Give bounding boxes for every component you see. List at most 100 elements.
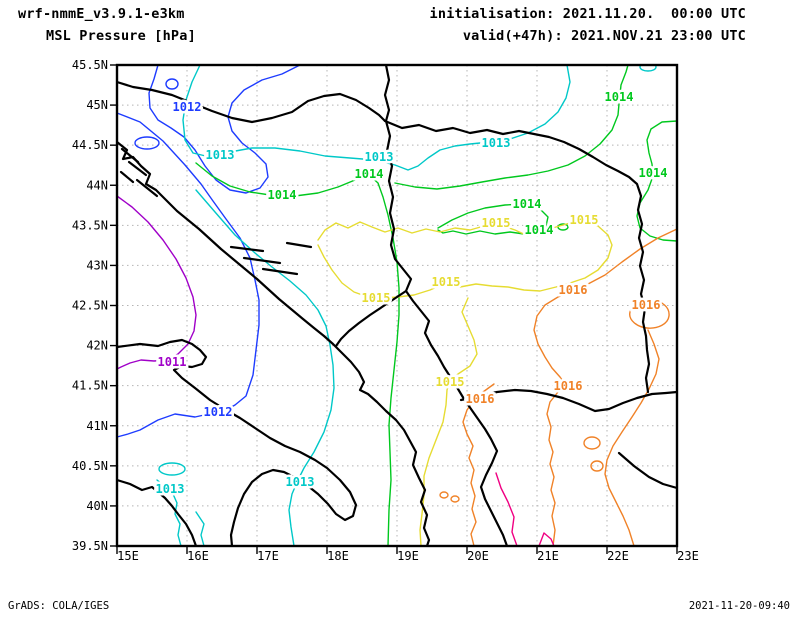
generation-timestamp: 2021-11-20-09:40 [688,600,790,612]
x-axis-label: 20E [467,549,489,563]
island [261,267,299,276]
island [242,256,282,265]
contour-loop [639,64,657,72]
x-axis-label: 17E [257,549,279,563]
contour-path [636,120,678,242]
x-axis-label: 19E [397,549,419,563]
contour-path [533,228,678,547]
y-axis-label: 40.5N [72,459,108,473]
x-axis-label: 23E [677,549,699,563]
contour-loop [439,491,449,499]
plot-frame [115,63,679,548]
y-axis-label: 41.5N [72,379,108,393]
y-axis-label: 41N [86,419,108,433]
axis-label-layer: 15E 16E 17E 18E 19E 20E 21E 22E 23E 45.5N 45N 44.5N… [72,58,699,563]
island [120,147,140,164]
contour-loop [590,460,604,472]
contour-loop [583,436,601,450]
contour-value-label: 1013 [156,482,185,496]
model-title: wrf-nmmE_v3.9.1-e3km [18,6,185,22]
contour-path [495,472,518,547]
contour-path [604,329,660,547]
contour-value-label: 1015 [432,275,461,289]
island [127,160,148,177]
contour-path [195,162,400,547]
island [119,170,135,184]
contour-loop [158,462,186,476]
contour-value-label: 1013 [482,136,511,150]
border-branch [334,289,408,348]
axis-tick-layer [110,64,678,554]
contour-loop [134,136,160,150]
contour-path [394,64,629,190]
contour-loop [450,495,460,503]
x-axis-label: 16E [187,549,209,563]
contour-path [419,297,478,547]
northern-border [116,80,387,124]
contour-value-label: 1016 [466,392,495,406]
eastern-border [383,119,651,394]
field-title: MSL Pressure [hPa] [46,28,196,44]
x-axis-label: 15E [117,549,139,563]
contour-value-label: 1012 [204,405,233,419]
coastline-border-layer [116,64,678,547]
contour-value-label: 1015 [570,213,599,227]
x-axis-label: 21E [537,549,559,563]
y-axis-label: 42N [86,339,108,353]
contour-path [116,112,260,438]
contour-value-label: 1013 [286,475,315,489]
y-axis-label: 44N [86,178,108,192]
contour-value-label: 1013 [365,150,394,164]
y-axis-label: 40N [86,499,108,513]
contour-path [116,195,197,370]
x-axis-label: 18E [327,549,349,563]
contour-path [156,479,182,547]
calabria-coastline [116,478,198,547]
contour-path [437,203,549,235]
y-axis-label: 42.5N [72,299,108,313]
contour-value-label: 1016 [559,283,588,297]
contour-path [148,64,301,194]
contour-value-label: 1015 [436,375,465,389]
contour-value-label: 1013 [206,148,235,162]
contour-path [317,220,613,299]
x-axis-label: 22E [607,549,629,563]
contour-value-label: 1014 [525,223,554,237]
contour-value-label: 1015 [362,291,391,305]
contour-path [538,532,555,547]
contour-path [195,189,335,547]
contour-value-label: 1014 [605,90,634,104]
contour-value-label: 1011 [158,355,187,369]
y-axis-label: 45N [86,98,108,112]
contour-layer [116,64,678,547]
contour-path [195,511,205,547]
island [285,241,313,249]
contour-path [462,383,495,547]
contour-value-label: 1016 [554,379,583,393]
contour-value-label: 1012 [173,100,202,114]
grads-credit: GrADS: COLA/IGES [8,600,110,612]
grid-layer [117,65,677,546]
southern-border [459,388,678,413]
adriatic-east-coastline [116,140,431,547]
valid-time-label: valid(+47h): 2021.NOV.21 23:00 UTC [462,28,746,44]
contour-value-label: 1016 [632,298,661,312]
contour-value-label: 1014 [513,197,542,211]
y-axis-label: 39.5N [72,539,108,553]
y-axis-label: 45.5N [72,58,108,72]
y-axis-label: 43N [86,258,108,272]
contour-path [182,64,571,171]
island [229,245,265,253]
contour-value-label: 1015 [482,216,511,230]
southeast-border [617,451,678,490]
western-balkan-border [383,64,509,547]
italy-coastline [116,338,358,547]
y-axis-label: 43.5N [72,218,108,232]
contour-loop [165,78,179,90]
init-time-label: initialisation: 2021.11.20. 00:00 UTC [429,6,746,22]
island [135,178,159,198]
y-axis-label: 44.5N [72,138,108,152]
contour-value-label: 1014 [268,188,297,202]
